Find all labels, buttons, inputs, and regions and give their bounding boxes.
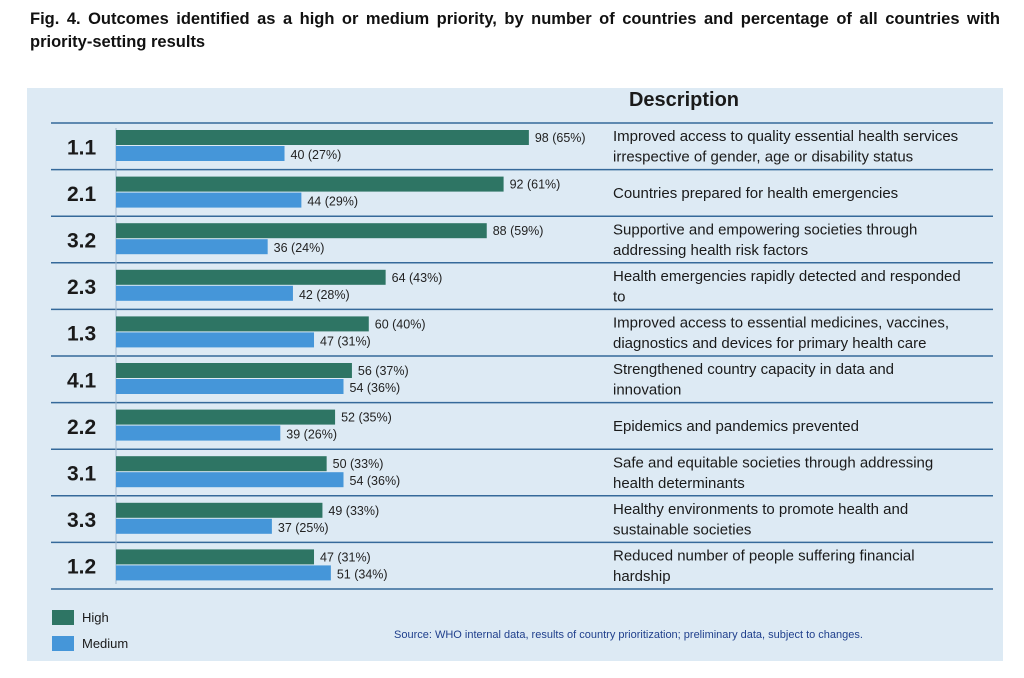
bar-high-label: 98 (65%) [535, 131, 586, 145]
category-label: 2.3 [67, 276, 96, 299]
bar-medium-label: 36 (24%) [274, 241, 325, 255]
bar-medium [116, 332, 315, 348]
description-text: to [613, 288, 626, 305]
legend-swatch-medium [52, 636, 74, 651]
category-label: 1.1 [67, 136, 97, 159]
bar-medium [116, 239, 268, 255]
bar-medium-label: 47 (31%) [320, 334, 371, 348]
description-text: Improved access to quality essential hea… [613, 128, 958, 145]
description-text: Improved access to essential medicines, … [613, 314, 949, 331]
description-text: Safe and equitable societies through add… [613, 454, 933, 471]
bar-high [116, 316, 369, 332]
description-text: Supportive and empowering societies thro… [613, 221, 917, 238]
bar-high-label: 52 (35%) [341, 411, 392, 425]
category-label: 2.2 [67, 416, 96, 439]
bar-high-label: 49 (33%) [328, 504, 379, 518]
bar-medium-label: 39 (26%) [286, 428, 337, 442]
category-label: 4.1 [67, 369, 97, 392]
bar-medium-label: 40 (27%) [291, 148, 342, 162]
bar-high [116, 549, 315, 565]
bar-medium [116, 565, 331, 581]
category-label: 3.1 [67, 463, 97, 486]
legend-swatch-high [52, 610, 74, 625]
description-text: sustainable societies [613, 521, 751, 538]
bar-high [116, 456, 327, 472]
bar-medium [116, 146, 285, 161]
bar-medium-label: 54 (36%) [350, 474, 401, 488]
bar-medium [116, 472, 344, 488]
bar-high [116, 502, 323, 518]
bar-high-label: 47 (31%) [320, 550, 371, 564]
bar-high-label: 50 (33%) [333, 457, 384, 471]
category-label: 2.1 [67, 183, 97, 206]
category-label: 3.2 [67, 230, 96, 253]
bar-high-label: 92 (61%) [510, 178, 561, 192]
bar-chart: Description 1.1 98 (65%) 40 (27%) Improved a… [51, 89, 993, 651]
bar-medium [116, 192, 302, 208]
category-label: 3.3 [67, 509, 96, 532]
bar-medium-label: 44 (29%) [307, 195, 358, 209]
bar-medium [116, 379, 344, 394]
description-text: hardship [613, 568, 671, 585]
description-text: health determinants [613, 475, 745, 492]
bar-high-label: 88 (59%) [493, 224, 544, 238]
description-text: Strengthened country capacity in data an… [613, 361, 894, 378]
bar-high-label: 56 (37%) [358, 364, 409, 378]
legend-label-high: High [82, 610, 109, 625]
legend-label-medium: Medium [82, 636, 128, 651]
description-text: Countries prepared for health emergencie… [613, 185, 898, 202]
description-text: diagnostics and devices for primary heal… [613, 335, 927, 352]
category-label: 1.3 [67, 323, 96, 346]
bar-high [116, 363, 352, 378]
bar-medium-label: 37 (25%) [278, 521, 329, 535]
bar-high [116, 176, 504, 192]
source-note: Source: WHO internal data, results of co… [394, 629, 863, 641]
bar-high [116, 223, 487, 239]
description-header: Description [629, 89, 739, 111]
description-text: Health emergencies rapidly detected and … [613, 268, 961, 285]
bar-high [116, 130, 529, 145]
description-text: Epidemics and pandemics prevented [613, 418, 859, 435]
bar-medium [116, 518, 272, 534]
bar-medium-label: 42 (28%) [299, 288, 350, 302]
description-text: addressing health risk factors [613, 242, 808, 259]
description-text: Reduced number of people suffering finan… [613, 547, 915, 564]
bar-medium [116, 285, 293, 301]
description-text: Healthy environments to promote health a… [613, 501, 908, 518]
bar-high [116, 409, 336, 425]
bar-medium-label: 51 (34%) [337, 567, 388, 581]
description-text: irrespective of gender, age or disabilit… [613, 149, 913, 166]
category-label: 1.2 [67, 556, 96, 579]
bar-high-label: 64 (43%) [392, 271, 443, 285]
bar-high-label: 60 (40%) [375, 317, 426, 331]
bar-medium [116, 425, 281, 441]
description-text: innovation [613, 382, 681, 399]
bar-high [116, 269, 386, 285]
bar-medium-label: 54 (36%) [350, 381, 401, 395]
figure-title: Fig. 4. Outcomes identified as a high or… [30, 10, 1000, 51]
